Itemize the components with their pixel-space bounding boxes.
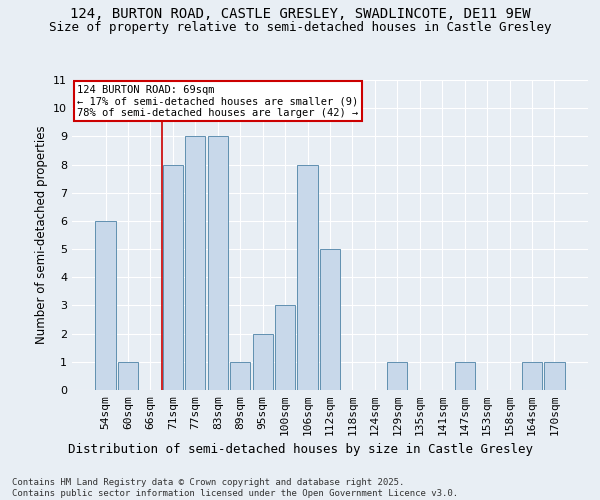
Text: 124, BURTON ROAD, CASTLE GRESLEY, SWADLINCOTE, DE11 9EW: 124, BURTON ROAD, CASTLE GRESLEY, SWADLI…: [70, 8, 530, 22]
Bar: [230, 362, 250, 390]
Text: 124 BURTON ROAD: 69sqm
← 17% of semi-detached houses are smaller (9)
78% of semi: 124 BURTON ROAD: 69sqm ← 17% of semi-det…: [77, 84, 358, 118]
Bar: [253, 334, 273, 390]
Bar: [522, 362, 542, 390]
Bar: [118, 362, 138, 390]
Bar: [298, 164, 317, 390]
Bar: [544, 362, 565, 390]
Bar: [163, 164, 183, 390]
Text: Size of property relative to semi-detached houses in Castle Gresley: Size of property relative to semi-detach…: [49, 21, 551, 34]
Bar: [455, 362, 475, 390]
Bar: [275, 306, 295, 390]
Bar: [95, 221, 116, 390]
Text: Contains HM Land Registry data © Crown copyright and database right 2025.
Contai: Contains HM Land Registry data © Crown c…: [12, 478, 458, 498]
Text: Distribution of semi-detached houses by size in Castle Gresley: Distribution of semi-detached houses by …: [67, 442, 533, 456]
Bar: [208, 136, 228, 390]
Bar: [320, 249, 340, 390]
Y-axis label: Number of semi-detached properties: Number of semi-detached properties: [35, 126, 47, 344]
Bar: [185, 136, 205, 390]
Bar: [387, 362, 407, 390]
